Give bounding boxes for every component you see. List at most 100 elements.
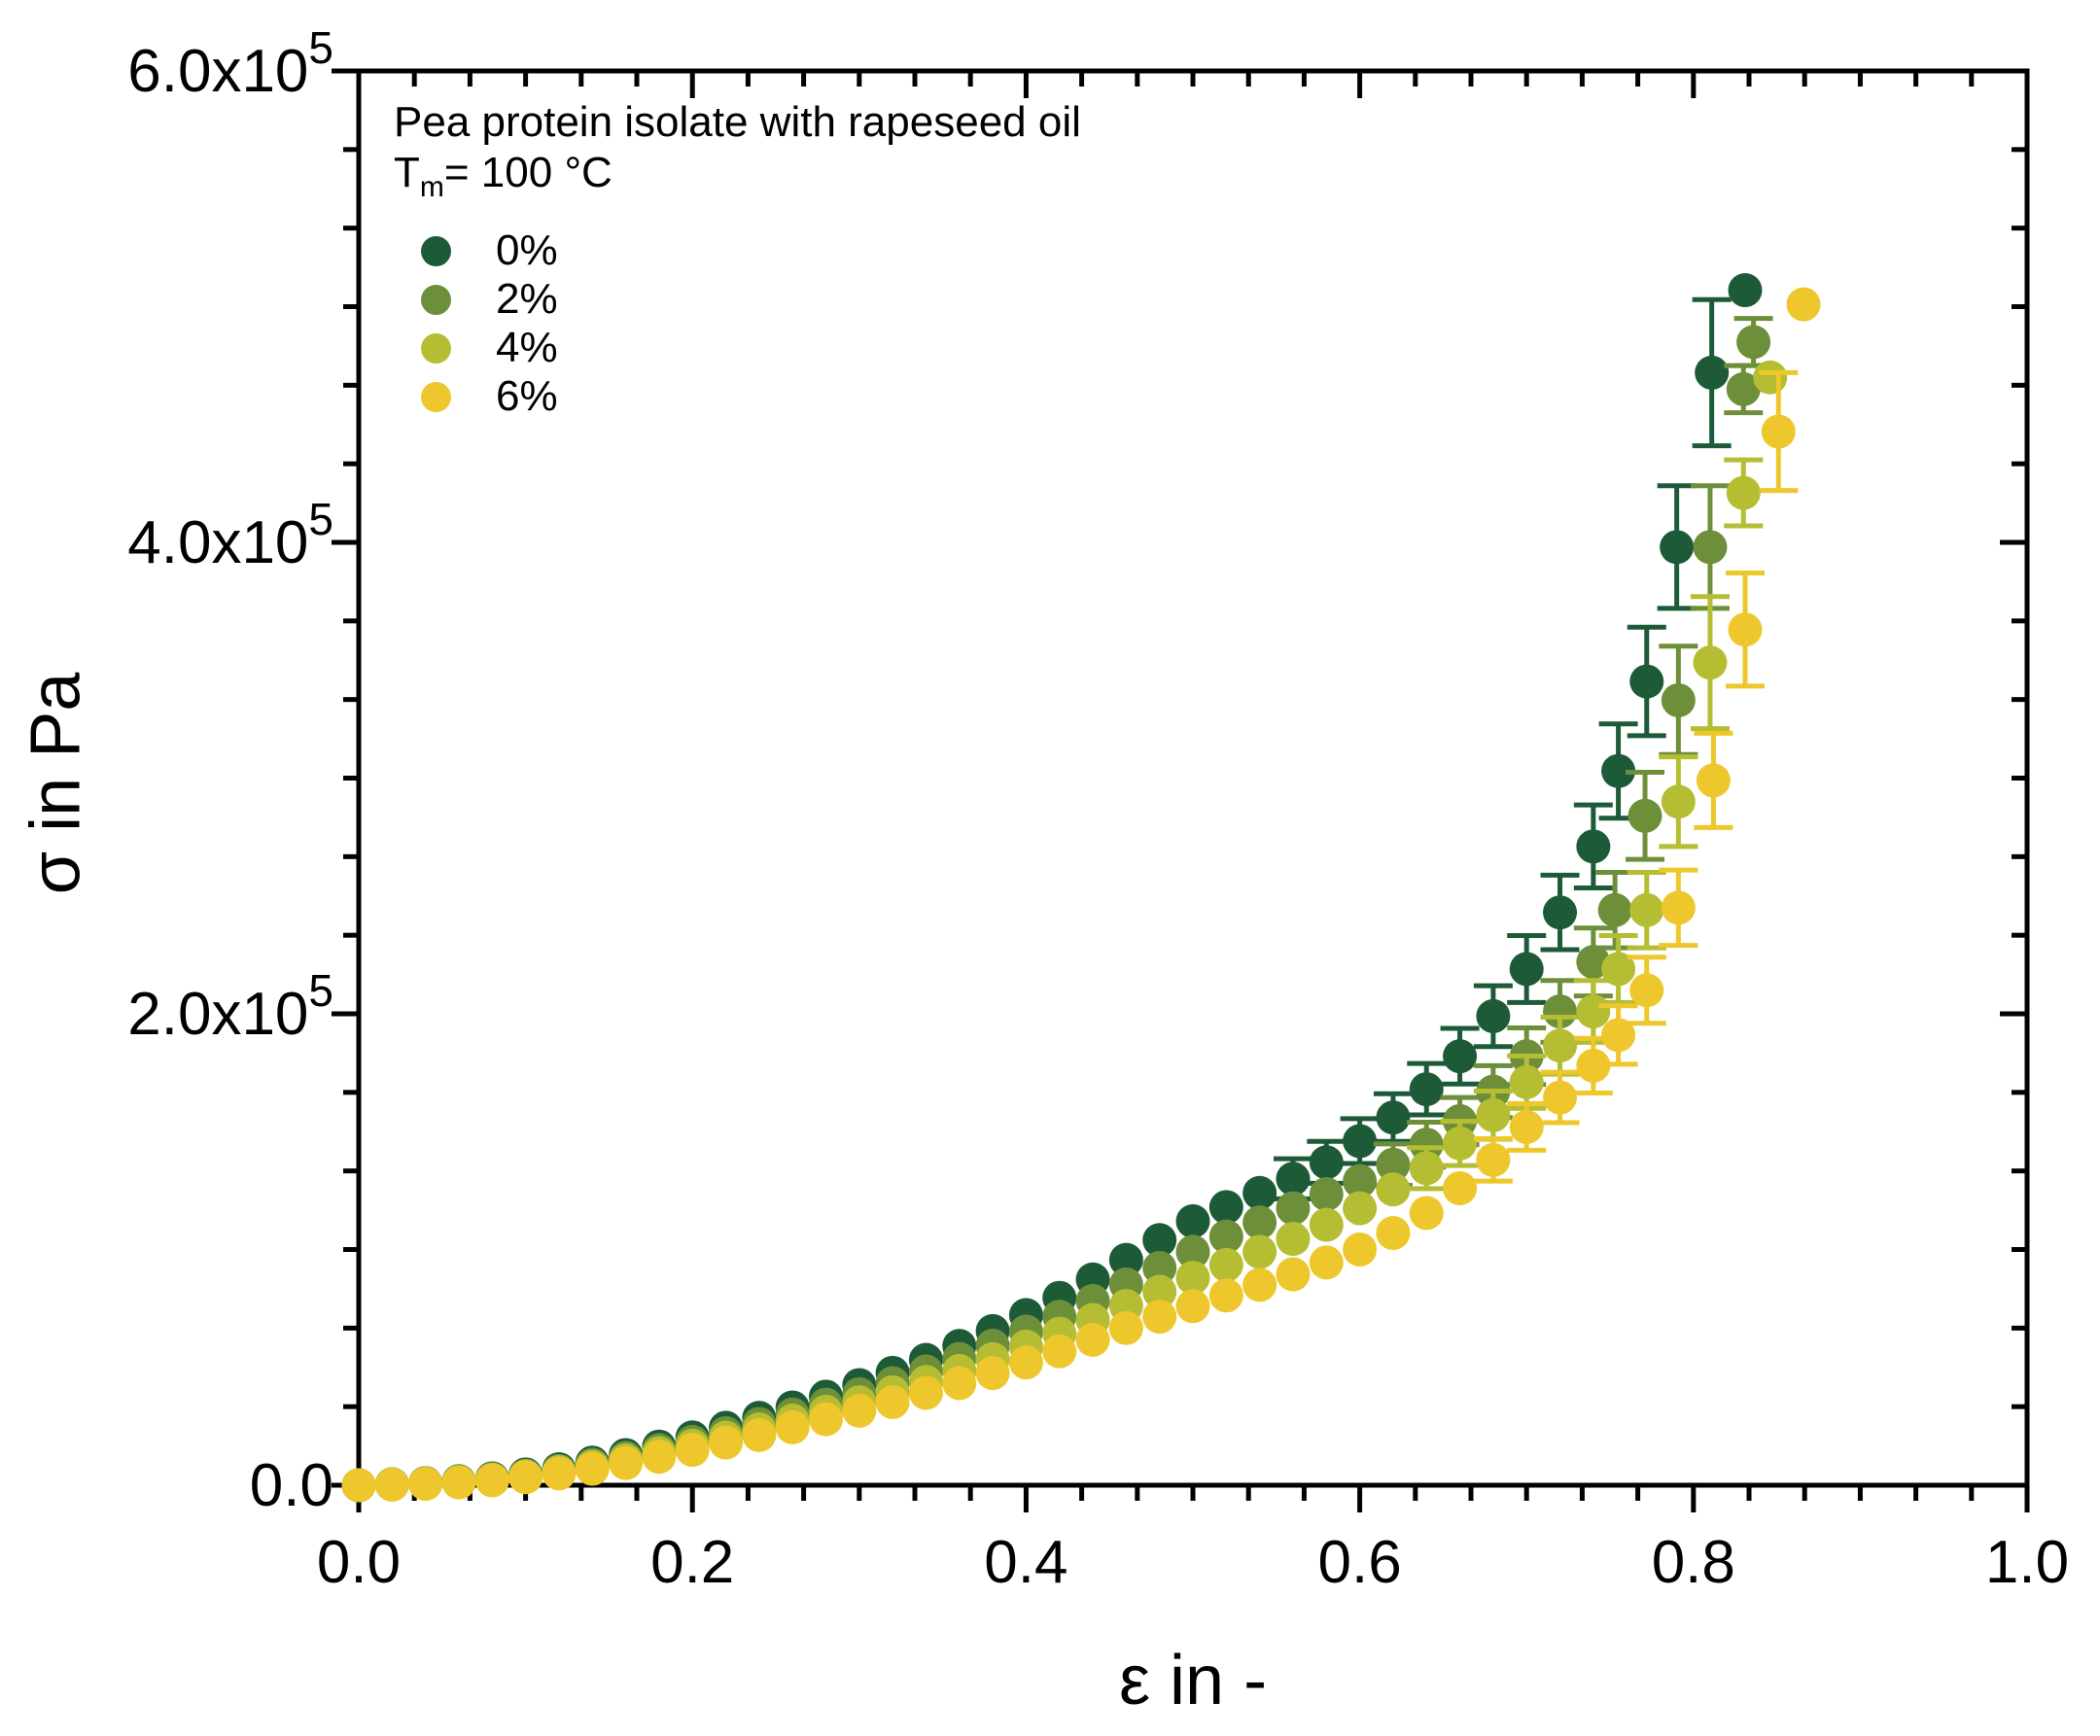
data-point-4%: [1309, 1207, 1344, 1242]
data-point-6%: [1728, 612, 1763, 647]
legend-title: Pea protein isolate with rapeseed oil: [394, 98, 1081, 146]
data-point-6%: [1543, 1080, 1578, 1115]
legend-swatch-2pct-icon: [421, 284, 451, 315]
data-point-6%: [1208, 1278, 1243, 1313]
data-point-4%: [1208, 1247, 1243, 1282]
legend-item-2pct: 2%: [394, 275, 1081, 324]
data-point-0%: [1660, 530, 1695, 565]
legend-item-label: 0%: [496, 226, 558, 274]
data-point-0%: [1343, 1124, 1378, 1159]
data-point-4%: [1509, 1064, 1544, 1099]
data-point-6%: [675, 1433, 710, 1468]
data-point-2%: [1661, 682, 1696, 717]
data-point-6%: [441, 1465, 476, 1500]
data-point-6%: [374, 1467, 409, 1502]
x-tick-label: 0.8: [1652, 1529, 1735, 1596]
data-point-6%: [1142, 1300, 1177, 1335]
legend-item-0pct: 0%: [394, 226, 1081, 275]
data-point-2%: [1543, 994, 1578, 1029]
data-point-6%: [1786, 287, 1821, 322]
data-point-4%: [1629, 892, 1664, 927]
data-point-6%: [1276, 1257, 1311, 1292]
data-point-0%: [1242, 1175, 1278, 1210]
data-point-4%: [1693, 645, 1728, 680]
data-point-6%: [1075, 1322, 1110, 1357]
data-point-6%: [1476, 1142, 1511, 1177]
data-point-6%: [742, 1417, 777, 1452]
data-point-0%: [1476, 998, 1511, 1033]
data-point-2%: [1597, 892, 1632, 927]
data-point-4%: [1142, 1274, 1177, 1309]
data-point-6%: [642, 1440, 677, 1475]
data-point-4%: [1601, 952, 1636, 987]
series-6%: [341, 287, 1821, 1503]
data-point-0%: [1175, 1203, 1210, 1238]
data-point-4%: [1376, 1172, 1411, 1207]
data-point-4%: [1726, 475, 1761, 510]
data-point-0%: [1309, 1145, 1344, 1180]
data-point-6%: [975, 1356, 1010, 1391]
data-point-6%: [1761, 414, 1796, 449]
data-point-0%: [1543, 895, 1578, 930]
legend-subtitle-subscript: m: [419, 171, 444, 203]
legend-item-4pct: 4%: [394, 324, 1081, 372]
data-point-2%: [1309, 1177, 1344, 1212]
data-point-6%: [1108, 1310, 1143, 1345]
data-point-6%: [609, 1445, 644, 1480]
data-point-2%: [1242, 1205, 1278, 1240]
data-point-0%: [1142, 1223, 1177, 1258]
data-point-4%: [1576, 994, 1611, 1029]
x-tick-label: 0.6: [1317, 1529, 1401, 1596]
x-axis-title: ε in -: [1118, 1642, 1268, 1719]
x-tick-label: 0.0: [317, 1529, 401, 1596]
legend: Pea protein isolate with rapeseed oil Tm…: [394, 97, 1081, 421]
data-point-0%: [1576, 829, 1611, 864]
data-point-4%: [1661, 784, 1696, 819]
data-point-0%: [1409, 1072, 1444, 1107]
legend-swatch-0pct-icon: [421, 235, 451, 266]
data-point-0%: [1509, 952, 1544, 987]
data-point-6%: [875, 1384, 910, 1419]
data-point-4%: [1476, 1097, 1511, 1132]
data-point-6%: [1601, 1018, 1636, 1053]
data-point-4%: [1543, 1028, 1578, 1063]
data-point-0%: [1108, 1242, 1143, 1277]
data-point-6%: [1376, 1216, 1411, 1251]
data-point-6%: [542, 1456, 577, 1491]
y-axis-title: σ in Pa: [17, 672, 95, 895]
data-point-6%: [775, 1409, 810, 1444]
data-point-6%: [575, 1451, 610, 1486]
data-point-6%: [1242, 1267, 1278, 1302]
legend-swatch-4pct-icon: [421, 332, 451, 364]
y-tick-label: 6.0x105: [127, 22, 333, 105]
data-point-4%: [1175, 1261, 1210, 1296]
data-point-6%: [1175, 1289, 1210, 1324]
data-point-0%: [1728, 273, 1763, 308]
data-point-6%: [508, 1460, 543, 1495]
legend-items: 0% 2% 4% 6%: [394, 226, 1081, 421]
data-point-4%: [1443, 1126, 1478, 1161]
legend-item-label: 2%: [496, 275, 558, 323]
data-point-6%: [341, 1468, 376, 1503]
data-point-4%: [1409, 1151, 1444, 1186]
data-point-2%: [1276, 1191, 1311, 1226]
data-point-2%: [1142, 1250, 1177, 1285]
data-point-6%: [1629, 973, 1664, 1008]
legend-swatch-6pct-icon: [421, 381, 451, 412]
data-point-6%: [1509, 1109, 1544, 1144]
legend-item-label: 4%: [496, 324, 558, 371]
data-point-2%: [1409, 1128, 1444, 1163]
y-tick-label: 0.0: [250, 1452, 333, 1519]
data-point-6%: [474, 1463, 509, 1498]
data-point-0%: [1695, 355, 1730, 390]
x-tick-label: 0.2: [650, 1529, 734, 1596]
data-point-6%: [709, 1425, 744, 1460]
data-point-2%: [1175, 1234, 1210, 1269]
data-point-6%: [1696, 763, 1731, 798]
legend-subtitle: Tm= 100 °C: [394, 149, 612, 203]
legend-item-6pct: 6%: [394, 372, 1081, 421]
data-point-6%: [842, 1393, 877, 1428]
data-point-4%: [1343, 1191, 1378, 1226]
series-4%: [341, 360, 1788, 1503]
